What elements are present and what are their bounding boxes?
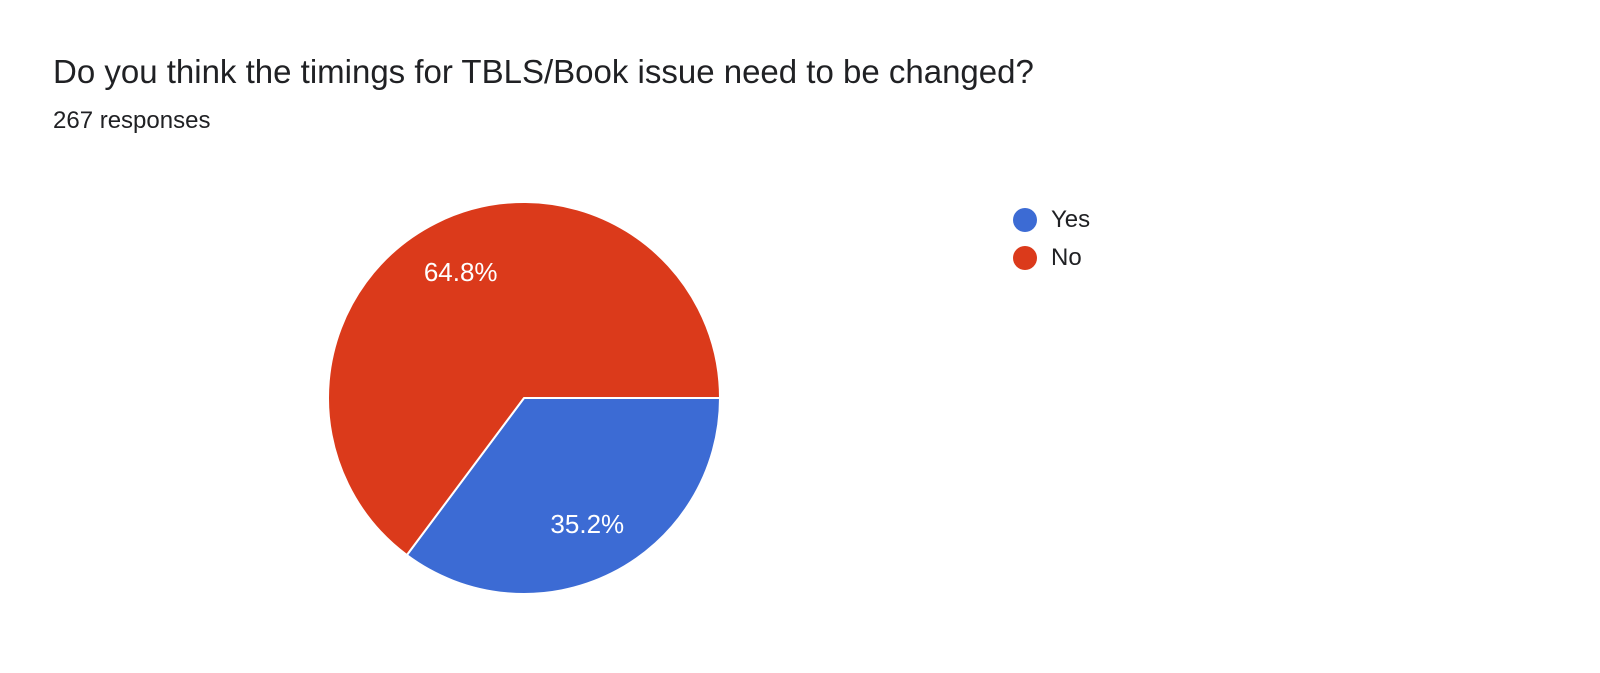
legend-item-yes: Yes xyxy=(1013,201,1090,239)
pie-slice-no[interactable] xyxy=(327,201,721,557)
legend-color-dot-no xyxy=(1013,246,1037,270)
legend-color-dot-yes xyxy=(1013,208,1037,232)
responses-count: 267 responses xyxy=(53,107,211,134)
question-title: Do you think the timings for TBLS/Book i… xyxy=(53,53,1034,90)
pie-slice-yes[interactable] xyxy=(405,397,721,596)
legend-label-no: No xyxy=(1051,244,1082,271)
legend-item-no: No xyxy=(1013,239,1090,277)
pie-chart: 35.2%64.8% xyxy=(327,201,721,596)
legend-label-yes: Yes xyxy=(1051,206,1091,233)
legend: Yes No xyxy=(1013,201,1090,277)
